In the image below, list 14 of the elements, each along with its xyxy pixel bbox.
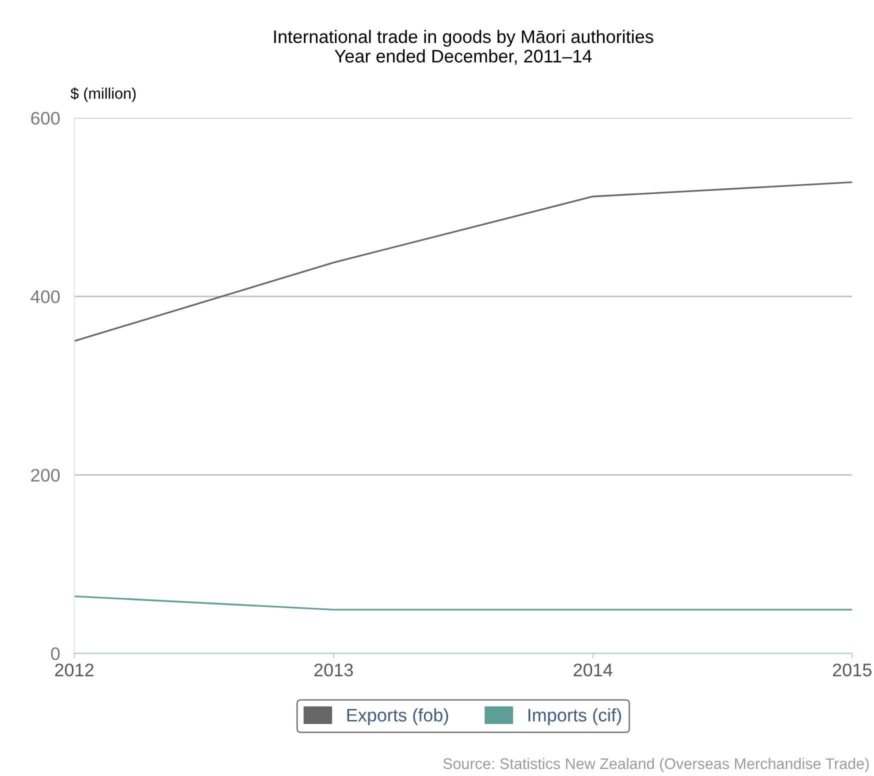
legend-label: Exports (fob)	[347, 708, 448, 726]
y-tick-label: 600	[31, 112, 60, 125]
x-tick-label: 2014	[574, 664, 612, 676]
y-tick-label: 0	[51, 647, 60, 660]
x-tick-label: 2013	[314, 664, 353, 676]
chart-title: International trade in goods by Māori authorities Year ended December, 2011–14	[274, 30, 654, 65]
y-axis-title: $ (million)	[70, 87, 136, 102]
y-tick-label: 400	[30, 290, 60, 304]
x-tick-label: 2012	[55, 664, 94, 676]
y-tick-label: 200	[31, 468, 60, 482]
x-tick-label: 2015	[832, 664, 872, 676]
source-note: Source: Statistics New Zealand (Overseas Merchandise Trade)	[443, 758, 869, 772]
legend-label: Imports (cif)	[528, 708, 622, 726]
line-series	[74, 181, 852, 342]
